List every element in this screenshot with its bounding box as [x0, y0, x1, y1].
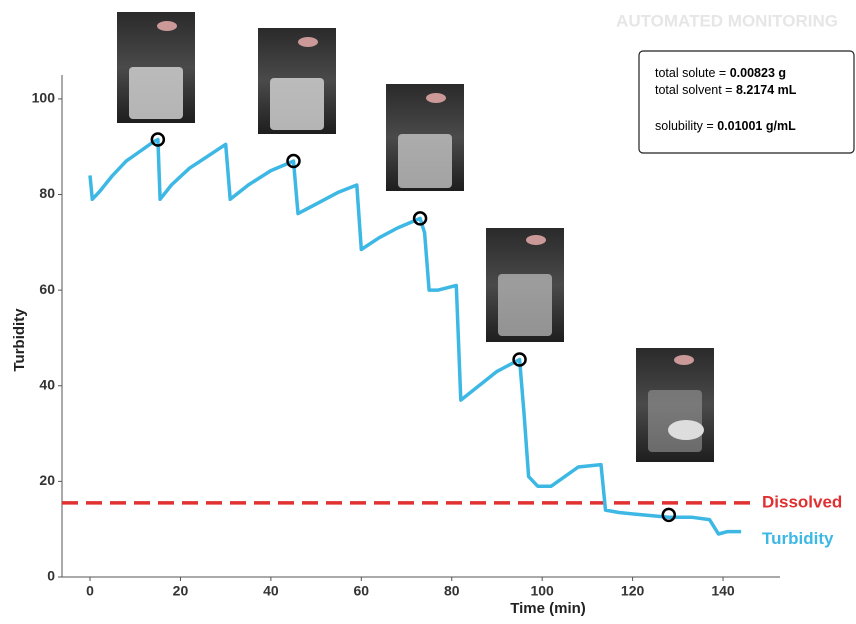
info-value: 8.2174 mL: [736, 83, 797, 97]
info-box: total solute = 0.00823 g total solvent =…: [638, 50, 855, 154]
y-tick-label: 0: [47, 568, 55, 584]
x-tick-label: 100: [530, 583, 554, 599]
x-tick-label: 80: [444, 583, 460, 599]
y-axis-label: Turbidity: [11, 308, 28, 372]
sample-marker: [412, 211, 428, 226]
info-box-frame: [638, 50, 855, 154]
y-tick-label: 100: [32, 90, 56, 106]
x-axis-label: Time (min): [510, 600, 586, 617]
info-label: solubility =: [655, 119, 714, 133]
y-tick-label: 60: [39, 281, 55, 297]
info-label: total solute =: [655, 66, 726, 80]
x-tick-label: 0: [86, 583, 94, 599]
x-tick-label: 140: [711, 583, 735, 599]
y-tick-label: 80: [39, 185, 55, 201]
x-tick-label: 120: [621, 583, 645, 599]
info-line: total solute = 0.00823 g: [655, 66, 786, 80]
info-value: 0.00823 g: [730, 66, 786, 80]
turbidity-line: [88, 137, 742, 536]
y-tick-label: 40: [39, 376, 55, 392]
info-label: total solvent =: [655, 83, 732, 97]
legend-label: Turbidity: [762, 529, 834, 548]
y-tick-label: 20: [39, 472, 55, 488]
info-value: 0.01001 g/mL: [717, 119, 796, 133]
sample-marker: [512, 352, 527, 367]
x-tick-label: 60: [354, 583, 370, 599]
watermark: AUTOMATED MONITORING: [616, 11, 838, 30]
info-line: solubility = 0.01001 g/mL: [655, 119, 796, 133]
sample-marker: [661, 507, 677, 523]
info-line: total solvent = 8.2174 mL: [655, 83, 797, 97]
photos: [117, 12, 714, 462]
sample-marker: [150, 132, 166, 147]
x-tick-label: 20: [173, 583, 189, 599]
legend-label: Dissolved: [762, 492, 842, 511]
sample-marker: [286, 153, 301, 169]
x-tick-label: 40: [263, 583, 279, 599]
